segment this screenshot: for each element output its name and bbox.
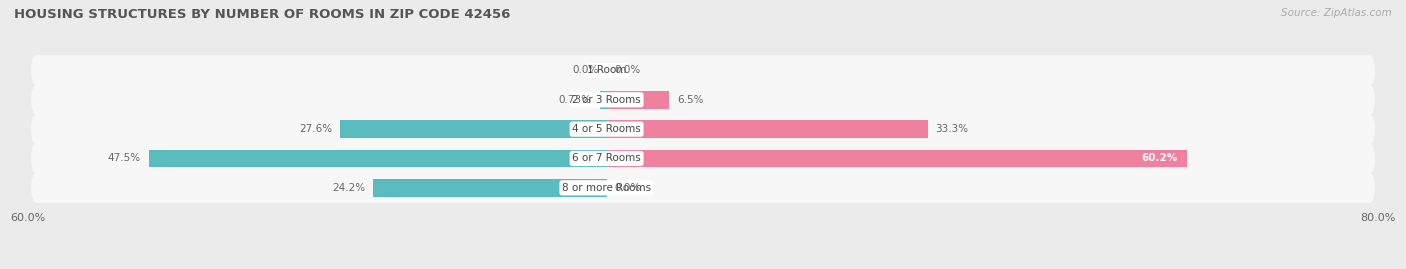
- FancyBboxPatch shape: [31, 114, 1375, 144]
- Text: 1 Room: 1 Room: [586, 65, 626, 75]
- Text: 4 or 5 Rooms: 4 or 5 Rooms: [572, 124, 641, 134]
- Text: 6 or 7 Rooms: 6 or 7 Rooms: [572, 154, 641, 164]
- Text: Source: ZipAtlas.com: Source: ZipAtlas.com: [1281, 8, 1392, 18]
- Text: HOUSING STRUCTURES BY NUMBER OF ROOMS IN ZIP CODE 42456: HOUSING STRUCTURES BY NUMBER OF ROOMS IN…: [14, 8, 510, 21]
- FancyBboxPatch shape: [31, 143, 1375, 174]
- Text: 6.5%: 6.5%: [676, 95, 703, 105]
- Bar: [606, 91, 669, 109]
- FancyBboxPatch shape: [31, 55, 1375, 86]
- Text: 8 or more Rooms: 8 or more Rooms: [562, 183, 651, 193]
- FancyBboxPatch shape: [31, 84, 1375, 115]
- FancyBboxPatch shape: [31, 172, 1375, 203]
- Text: 27.6%: 27.6%: [299, 124, 333, 134]
- Text: 47.5%: 47.5%: [108, 154, 141, 164]
- Text: 33.3%: 33.3%: [935, 124, 969, 134]
- Bar: [599, 91, 606, 109]
- Bar: [606, 120, 928, 138]
- Text: 0.0%: 0.0%: [572, 65, 599, 75]
- Bar: [606, 150, 1187, 167]
- Text: 0.73%: 0.73%: [558, 95, 592, 105]
- Text: 0.0%: 0.0%: [614, 183, 641, 193]
- Text: 60.2%: 60.2%: [1142, 154, 1177, 164]
- Text: 0.0%: 0.0%: [614, 65, 641, 75]
- Text: 2 or 3 Rooms: 2 or 3 Rooms: [572, 95, 641, 105]
- Bar: [340, 120, 606, 138]
- Bar: [373, 179, 606, 197]
- Bar: [149, 150, 606, 167]
- Text: 24.2%: 24.2%: [332, 183, 366, 193]
